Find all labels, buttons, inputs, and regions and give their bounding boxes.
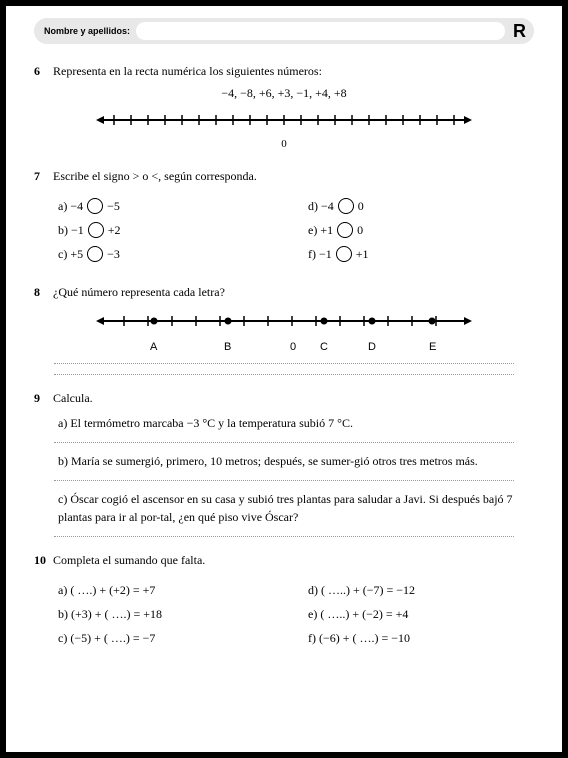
label-c: C xyxy=(320,339,328,356)
expr: ( …..) + (−2) = +4 xyxy=(320,605,408,623)
right-col: d) −4 0 e) +1 0 f) −1 +1 xyxy=(284,191,534,269)
name-label: Nombre y apellidos: xyxy=(44,26,130,36)
sub-text: Óscar cogió el ascensor en su casa y sub… xyxy=(58,492,513,523)
problem-7: 7 Escribe el signo > o <, según correspo… xyxy=(34,167,534,269)
compare-row: b) −1 +2 xyxy=(34,221,284,239)
problem-number: 7 xyxy=(34,167,50,185)
right-val: −5 xyxy=(107,197,120,215)
item-label: d) xyxy=(308,581,318,599)
sub-label: c) xyxy=(58,492,67,506)
expr: (−5) + ( ….) = −7 xyxy=(70,629,155,647)
item-label: b) xyxy=(58,605,68,623)
problem-6: 6 Representa en la recta numérica los si… xyxy=(34,62,534,153)
item-label: f) xyxy=(308,629,316,647)
answer-circle[interactable] xyxy=(87,246,103,262)
problem-text: Calcula. xyxy=(53,391,93,405)
problem-text: ¿Qué número representa cada letra? xyxy=(53,285,225,299)
label-b: B xyxy=(224,339,231,356)
expr-row: b) (+3) + ( ….) = +18 xyxy=(34,605,284,623)
right-val: 0 xyxy=(358,197,364,215)
problem-text: Representa en la recta numérica los sigu… xyxy=(53,64,322,78)
left-val: −1 xyxy=(319,245,332,263)
answer-circle[interactable] xyxy=(88,222,104,238)
expr-row: c) (−5) + ( ….) = −7 xyxy=(34,629,284,647)
sub-label: b) xyxy=(58,454,68,468)
problem-number: 10 xyxy=(34,551,50,569)
item-label: b) xyxy=(58,221,68,239)
expr: (−6) + ( ….) = −10 xyxy=(319,629,410,647)
compare-row: d) −4 0 xyxy=(284,197,534,215)
left-val: +5 xyxy=(70,245,83,263)
left-col: a) −4 −5 b) −1 +2 c) +5 −3 xyxy=(34,191,284,269)
label-a: A xyxy=(150,339,157,356)
content: Nombre y apellidos: R 6 Representa en la… xyxy=(16,16,552,661)
answer-line[interactable] xyxy=(54,480,514,481)
name-input[interactable] xyxy=(136,22,505,40)
expr-row: a) ( ….) + (+2) = +7 xyxy=(34,581,284,599)
sub-label: a) xyxy=(58,416,67,430)
expr-row: f) (−6) + ( ….) = −10 xyxy=(284,629,534,647)
expr: ( ….) + (+2) = +7 xyxy=(70,581,155,599)
answer-line[interactable] xyxy=(54,363,514,364)
item-label: a) xyxy=(58,581,67,599)
item-label: a) xyxy=(58,197,67,215)
problem-10: 10 Completa el sumando que falta. a) ( …… xyxy=(34,551,534,653)
problem-text: Completa el sumando que falta. xyxy=(53,553,205,567)
item-label: d) xyxy=(308,197,318,215)
problem-8: 8 ¿Qué número representa cada letra? A B… xyxy=(34,283,534,375)
right-col: d) ( …..) + (−7) = −12 e) ( …..) + (−2) … xyxy=(284,575,534,653)
answer-circle[interactable] xyxy=(336,246,352,262)
item-label: e) xyxy=(308,605,317,623)
answer-line[interactable] xyxy=(54,374,514,375)
problem-number: 9 xyxy=(34,389,50,407)
label-0: 0 xyxy=(290,339,296,356)
left-val: +1 xyxy=(320,221,333,239)
right-val: +1 xyxy=(356,245,369,263)
compare-row: c) +5 −3 xyxy=(34,245,284,263)
item-label: f) xyxy=(308,245,316,263)
problem-9: 9 Calcula. a) El termómetro marcaba −3 °… xyxy=(34,389,534,538)
left-val: −4 xyxy=(321,197,334,215)
label-e: E xyxy=(429,339,436,356)
right-val: +2 xyxy=(108,221,121,239)
compare-row: f) −1 +1 xyxy=(284,245,534,263)
item-label: c) xyxy=(58,245,67,263)
name-header: Nombre y apellidos: R xyxy=(34,18,534,44)
item-label: c) xyxy=(58,629,67,647)
answer-circle[interactable] xyxy=(337,222,353,238)
sub-b: b) María se sumergió, primero, 10 metros… xyxy=(58,453,534,470)
sub-a: a) El termómetro marcaba −3 °C y la temp… xyxy=(58,415,534,432)
answer-line[interactable] xyxy=(54,442,514,443)
sub-text: María se sumergió, primero, 10 metros; d… xyxy=(71,454,478,468)
numberline-icon xyxy=(94,110,474,130)
left-col: a) ( ….) + (+2) = +7 b) (+3) + ( ….) = +… xyxy=(34,575,284,653)
answer-circle[interactable] xyxy=(338,198,354,214)
answer-circle[interactable] xyxy=(87,198,103,214)
expr: (+3) + ( ….) = +18 xyxy=(71,605,162,623)
sub-c: c) Óscar cogió el ascensor en su casa y … xyxy=(58,491,534,526)
compare-row: e) +1 0 xyxy=(284,221,534,239)
problem-text: Escribe el signo > o <, según correspond… xyxy=(53,169,257,183)
compare-row: a) −4 −5 xyxy=(34,197,284,215)
left-val: −1 xyxy=(71,221,84,239)
badge-r: R xyxy=(513,21,526,42)
right-val: 0 xyxy=(357,221,363,239)
compare-grid: a) −4 −5 b) −1 +2 c) +5 −3 d) −4 0 e) +1 0 f)… xyxy=(34,191,534,269)
complete-grid: a) ( ….) + (+2) = +7 b) (+3) + ( ….) = +… xyxy=(34,575,534,653)
answer-line[interactable] xyxy=(54,536,514,537)
numberline-dots-icon xyxy=(94,311,474,331)
problem-number: 8 xyxy=(34,283,50,301)
worksheet-page: Nombre y apellidos: R 6 Representa en la… xyxy=(0,0,568,758)
label-d: D xyxy=(368,339,376,356)
item-label: e) xyxy=(308,221,317,239)
sub-text: El termómetro marcaba −3 °C y la tempera… xyxy=(70,416,353,430)
expr: ( …..) + (−7) = −12 xyxy=(321,581,415,599)
left-val: −4 xyxy=(70,197,83,215)
zero-label: 0 xyxy=(34,136,534,153)
expr-row: d) ( …..) + (−7) = −12 xyxy=(284,581,534,599)
expr-row: e) ( …..) + (−2) = +4 xyxy=(284,605,534,623)
right-val: −3 xyxy=(107,245,120,263)
problem-number: 6 xyxy=(34,62,50,80)
values-list: −4, −8, +6, +3, −1, +4, +8 xyxy=(34,84,534,102)
